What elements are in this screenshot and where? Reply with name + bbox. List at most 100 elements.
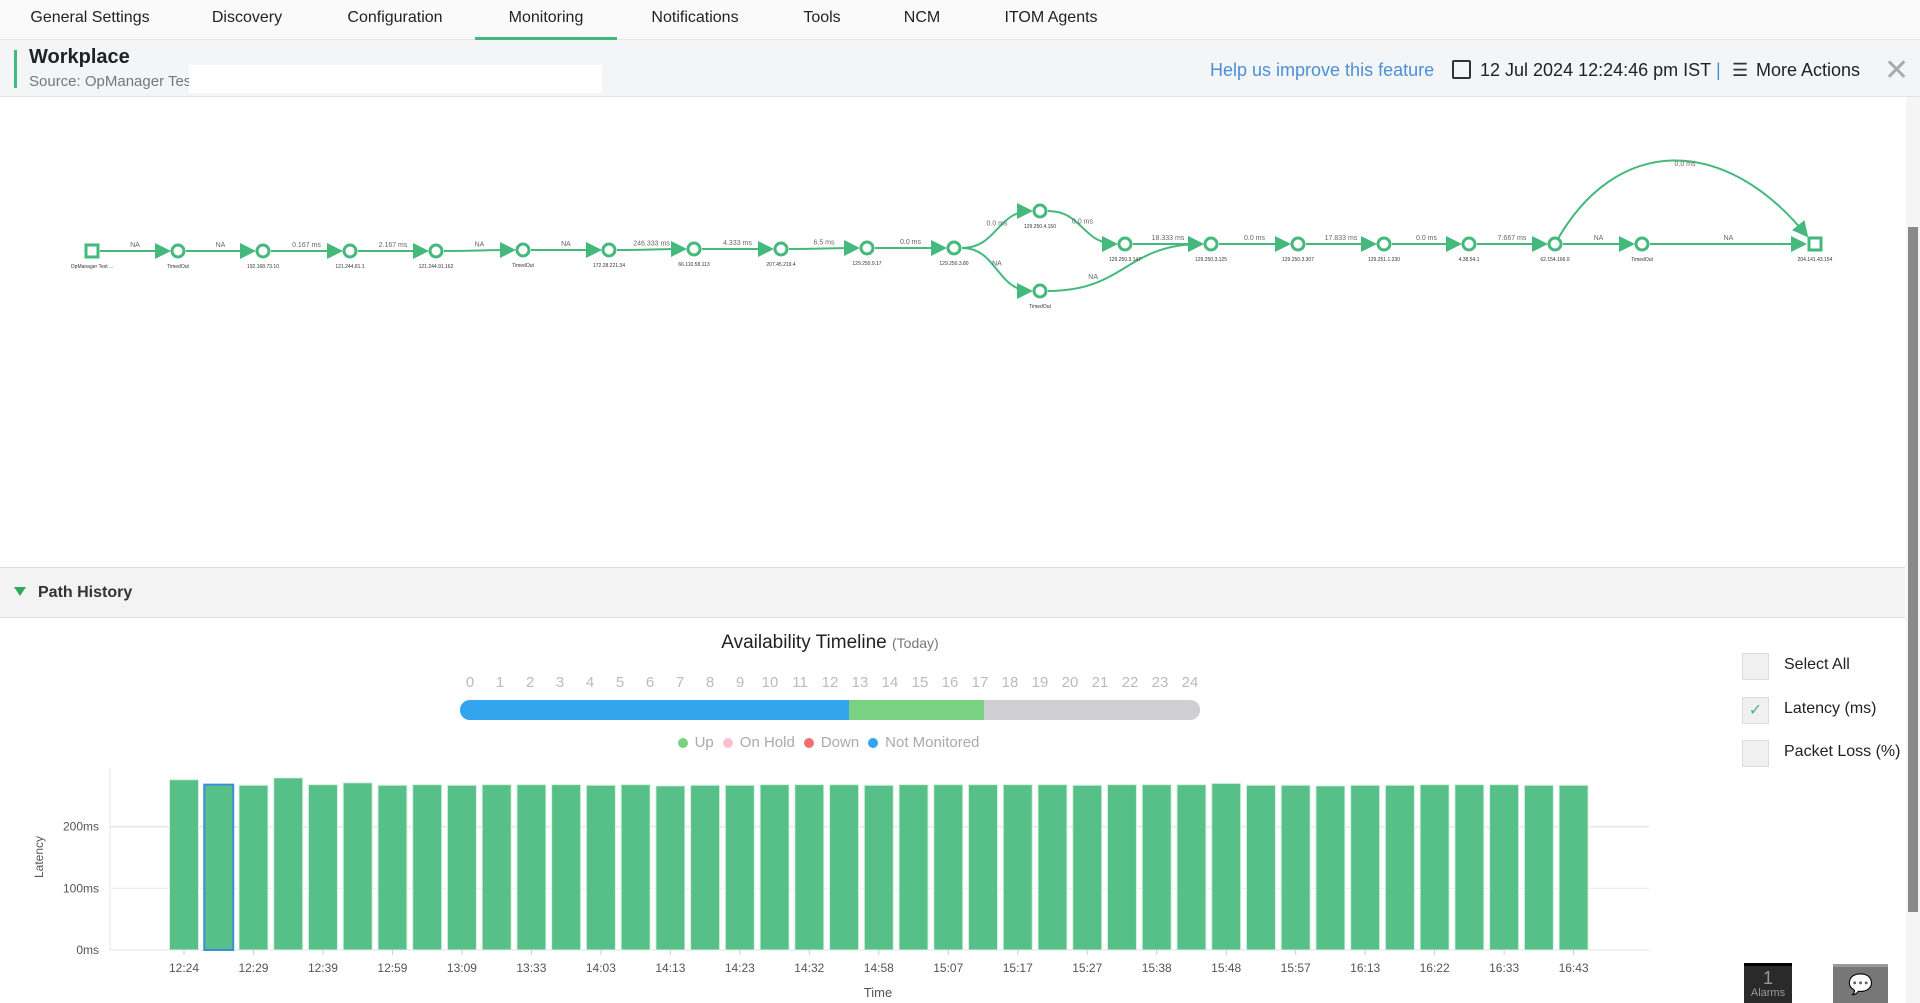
latency-bar[interactable] [1384, 784, 1415, 951]
collapse-triangle-icon[interactable] [14, 587, 26, 596]
latency-bar[interactable] [1558, 784, 1589, 951]
tab-notifications[interactable]: Notifications [651, 9, 739, 26]
latency-bar[interactable] [1245, 784, 1276, 951]
x-tick-label: 13:09 [447, 961, 477, 975]
vertical-scrollbar[interactable] [1906, 97, 1920, 1003]
latency-bar[interactable] [412, 784, 443, 951]
legend-dot-icon [722, 738, 733, 748]
latency-bar[interactable] [516, 784, 547, 951]
latency-bar[interactable] [1419, 784, 1450, 951]
help-improve-link[interactable]: Help us improve this feature [1210, 60, 1435, 80]
hop-node-icon[interactable] [1290, 236, 1306, 252]
calendar-icon[interactable] [1452, 60, 1471, 79]
latency-bar[interactable] [1489, 784, 1520, 951]
hop-node-icon[interactable] [1117, 236, 1133, 252]
hop-node-icon[interactable] [1203, 236, 1219, 252]
tab-general-settings[interactable]: General Settings [30, 9, 150, 26]
latency-bar[interactable] [273, 777, 304, 951]
hop-node-icon[interactable] [1634, 236, 1650, 252]
hop-node-icon[interactable] [686, 241, 702, 257]
timeline-segment[interactable] [460, 700, 849, 720]
tab-tools[interactable]: Tools [803, 9, 841, 26]
latency-bar[interactable] [307, 784, 338, 951]
latency-bar[interactable] [342, 782, 373, 951]
select-all-label[interactable]: Select All [1784, 656, 1850, 673]
latency-bar[interactable] [794, 784, 825, 951]
alarms-button[interactable]: 1 Alarms [1744, 963, 1792, 1003]
tab-ncm[interactable]: NCM [903, 9, 941, 26]
latency-bar[interactable] [1037, 784, 1068, 951]
hop-node-icon[interactable] [773, 241, 789, 257]
scrollbar-thumb[interactable] [1908, 227, 1918, 912]
availability-timeline-bar[interactable] [460, 700, 1200, 720]
packet-loss-checkbox[interactable] [1742, 740, 1769, 767]
hop-node-icon[interactable] [1376, 236, 1392, 252]
latency-bar[interactable] [690, 784, 721, 951]
legend-item[interactable]: Not Monitored [868, 734, 982, 751]
latency-bar[interactable] [1176, 784, 1207, 951]
latency-bar[interactable] [203, 783, 235, 952]
latency-bar[interactable] [238, 784, 269, 951]
hop-node-icon[interactable] [1547, 236, 1563, 252]
legend-item[interactable]: Up [677, 734, 717, 751]
tab-discovery[interactable]: Discovery [211, 9, 283, 26]
latency-bar[interactable] [1454, 784, 1485, 951]
more-actions-button[interactable]: More Actions [1756, 60, 1861, 80]
legend-item[interactable]: Down [803, 734, 862, 751]
latency-bar[interactable] [446, 784, 477, 951]
x-axis-title: Time [864, 985, 892, 1000]
latency-bar[interactable] [863, 784, 894, 951]
hop-node-icon[interactable] [1032, 203, 1048, 219]
timeline-segment[interactable] [848, 700, 985, 720]
latency-bar[interactable] [481, 784, 512, 951]
latency-bar[interactable] [933, 784, 964, 951]
select-all-checkbox[interactable] [1742, 653, 1769, 680]
hop-node-icon[interactable] [859, 240, 875, 256]
close-icon[interactable]: ✕ [1884, 54, 1910, 87]
latency-bar[interactable] [377, 784, 408, 951]
hop-node-icon[interactable] [342, 243, 358, 259]
latency-bar[interactable] [1002, 784, 1033, 951]
hop-node-icon[interactable] [601, 242, 617, 258]
latency-bar[interactable] [1141, 784, 1172, 951]
list-menu-icon[interactable]: ☰ [1732, 60, 1749, 80]
hop-node-icon[interactable] [428, 243, 444, 259]
x-tick-label: 15:27 [1072, 961, 1102, 975]
source-node-icon[interactable] [84, 243, 100, 259]
path-history-header[interactable]: Path History [0, 567, 1905, 618]
latency-bar[interactable] [968, 784, 999, 951]
hop-node-icon[interactable] [1032, 283, 1048, 299]
destination-node-icon[interactable] [1807, 236, 1823, 252]
latency-bar[interactable] [724, 784, 755, 951]
latency-checkbox[interactable]: ✓ [1742, 697, 1769, 724]
latency-bar[interactable] [829, 784, 860, 951]
legend-label: Not Monitored [885, 734, 980, 751]
latency-bar[interactable] [169, 779, 199, 951]
hop-node-icon[interactable] [170, 243, 186, 259]
legend-item[interactable]: On Hold [722, 734, 798, 751]
hop-node-icon[interactable] [255, 243, 271, 259]
latency-bar[interactable] [620, 784, 651, 951]
chat-icon[interactable]: 💬 [1833, 964, 1888, 1003]
latency-bar[interactable] [1211, 782, 1242, 951]
latency-bar[interactable] [1350, 784, 1381, 951]
hop-node-icon[interactable] [946, 240, 962, 256]
latency-bar[interactable] [1315, 785, 1346, 951]
tab-itom-agents[interactable]: ITOM Agents [1004, 9, 1098, 26]
latency-bar[interactable] [1280, 784, 1311, 951]
latency-bar[interactable] [1072, 784, 1103, 951]
latency-bar[interactable] [551, 784, 582, 951]
packet-loss-label[interactable]: Packet Loss (%) [1784, 743, 1901, 760]
latency-bar[interactable] [1523, 784, 1554, 951]
latency-bar[interactable] [898, 784, 929, 951]
latency-bar[interactable] [1106, 784, 1137, 951]
latency-bar[interactable] [585, 784, 616, 951]
timeline-segment[interactable] [984, 700, 1200, 720]
latency-bar[interactable] [759, 784, 790, 951]
hop-node-icon[interactable] [515, 242, 531, 258]
latency-bar[interactable] [655, 785, 686, 951]
latency-label[interactable]: Latency (ms) [1784, 700, 1877, 717]
tab-configuration[interactable]: Configuration [347, 9, 443, 26]
tab-monitoring[interactable]: Monitoring [475, 0, 617, 40]
hop-node-icon[interactable] [1461, 236, 1477, 252]
